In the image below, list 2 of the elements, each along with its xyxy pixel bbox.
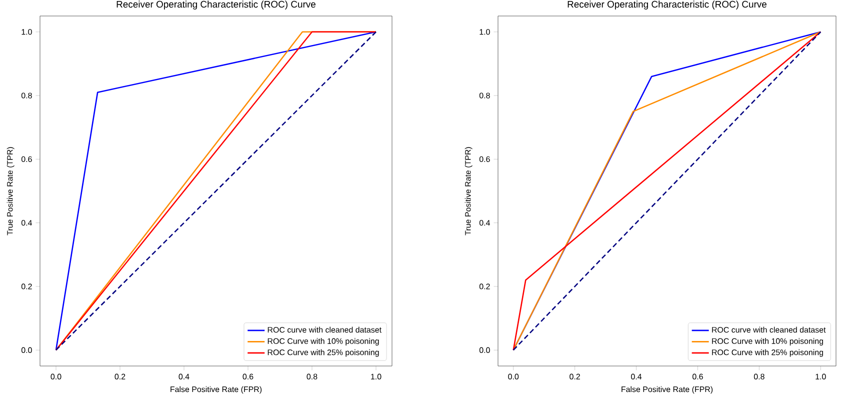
chart-title: Receiver Operating Characteristic (ROC) Curve xyxy=(116,0,316,10)
chart-title: Receiver Operating Characteristic (ROC) Curve xyxy=(568,0,766,10)
